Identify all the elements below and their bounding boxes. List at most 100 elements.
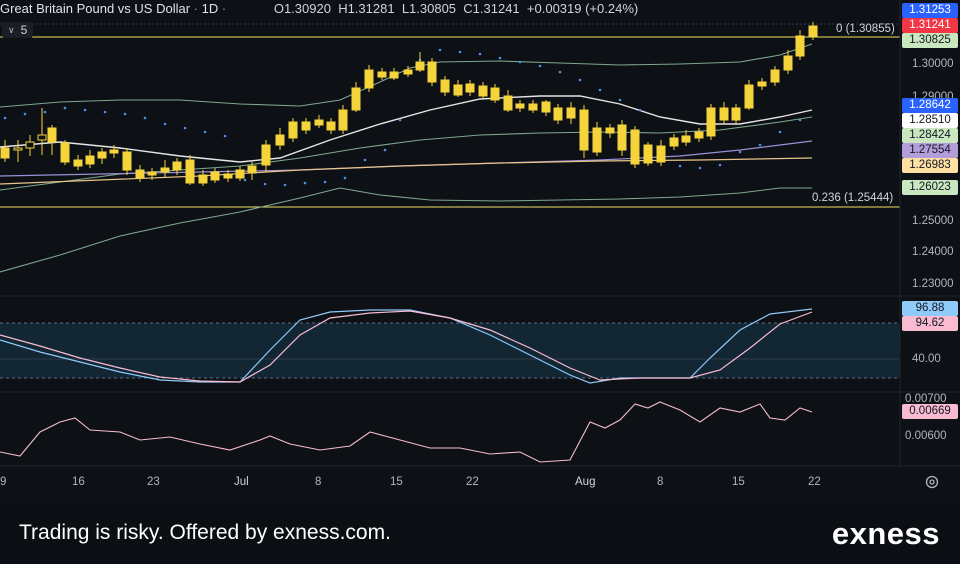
symbol-legend: Great Britain Pound vs US Dollar · 1D · … — [0, 1, 638, 17]
candle-bearish — [528, 103, 538, 111]
psar-dot — [398, 118, 402, 122]
candle-bearish — [415, 61, 425, 71]
psar-dot — [698, 166, 702, 170]
candle-bearish — [490, 87, 500, 101]
candle-bearish — [808, 25, 818, 37]
psar-dot — [718, 163, 722, 167]
time-axis-label: 9 — [0, 476, 7, 488]
candle-bearish — [122, 151, 132, 171]
price-chart-canvas[interactable] — [0, 0, 960, 497]
candle-bearish — [656, 145, 666, 163]
candle-bearish — [351, 87, 361, 111]
time-axis-label: 22 — [808, 476, 821, 488]
price-tag-ma-orange: 1.26983 — [902, 158, 958, 173]
candle-bearish — [643, 144, 653, 164]
psar-dot — [323, 180, 327, 184]
ma-long-line — [0, 187, 812, 273]
psar-dot — [83, 108, 87, 112]
psar-dot — [758, 143, 762, 147]
candle-bearish — [73, 159, 83, 167]
psar-dot — [123, 112, 127, 116]
candle-bearish — [0, 147, 10, 159]
legend-separator: · — [193, 1, 198, 16]
time-axis-label: 15 — [390, 476, 403, 488]
psar-dot — [738, 150, 742, 154]
candle-bearish — [617, 124, 627, 151]
bb-upper-line — [0, 43, 813, 108]
candle-bearish — [364, 69, 374, 89]
open-value: O1.30920 — [273, 1, 331, 16]
indicators-toggle-button[interactable]: ∨ 5 — [2, 22, 34, 38]
candle-bearish — [288, 121, 298, 139]
candle-bearish — [301, 121, 311, 131]
candle-bearish — [681, 135, 691, 143]
candle-bearish — [465, 83, 475, 93]
candle-bearish — [247, 165, 257, 174]
price-axis-label: 1.23000 — [912, 278, 954, 290]
price-axis-label: 1.25000 — [912, 215, 954, 227]
price-tag-ma-green-2: 1.28424 — [902, 128, 958, 143]
psar-dot — [578, 78, 582, 82]
atr-axis-label: 0.00600 — [905, 430, 947, 442]
candle-bearish — [783, 55, 793, 71]
candle-bearish — [261, 144, 271, 166]
psar-dot — [63, 106, 67, 110]
chart-area[interactable]: Great Britain Pound vs US Dollar · 1D · … — [0, 0, 960, 497]
price-tag-last-price: 1.31241 — [902, 18, 958, 33]
psar-dot — [558, 70, 562, 74]
candle-bearish — [427, 61, 437, 83]
change-value: +0.00319 (+0.24%) — [526, 1, 639, 16]
candle-bearish — [744, 84, 754, 109]
candle-bearish — [235, 169, 245, 179]
candle-bearish — [770, 69, 780, 83]
fib-level-0236-label: 0.236 (1.25444) — [812, 192, 894, 204]
atr-axis-label: 0.00700 — [905, 393, 947, 405]
psar-dot — [23, 112, 27, 116]
price-tag-bb-upper: 1.31253 — [902, 3, 958, 18]
stoch-d-line — [0, 310, 813, 383]
legend-separator-2: · — [221, 1, 227, 16]
stoch-k-tag: 96.88 — [902, 301, 958, 316]
psar-dot — [458, 50, 462, 54]
fib-level-0-label: 0 (1.30855) — [836, 23, 895, 35]
candle-bearish — [515, 103, 525, 109]
candle-bearish — [135, 169, 145, 179]
psar-dot — [798, 118, 802, 122]
candle-bearish — [630, 129, 640, 165]
candle-bearish — [503, 95, 513, 111]
psar-dot — [618, 98, 622, 102]
ma-purple-line — [0, 140, 813, 177]
interval-label[interactable]: 1D — [201, 1, 219, 16]
gear-icon[interactable] — [924, 474, 940, 490]
psar-dot — [103, 110, 107, 114]
psar-dot — [778, 130, 782, 134]
bb-basis-line — [0, 95, 813, 163]
candle-bearish — [605, 127, 615, 134]
price-tag-ma-green: 1.30825 — [902, 33, 958, 48]
stoch-d-tag: 94.62 — [902, 316, 958, 331]
price-tag-psar: 1.28642 — [902, 98, 958, 113]
candle-bearish — [694, 131, 704, 139]
psar-dot — [183, 126, 187, 130]
candle-bearish — [795, 35, 805, 57]
risk-disclaimer: Trading is risky. Offered by exness.com. — [19, 521, 391, 544]
close-value: C1.31241 — [463, 1, 520, 16]
symbol-name[interactable]: Great Britain Pound vs US Dollar — [0, 1, 191, 16]
candle-bearish — [160, 167, 170, 173]
time-axis-label: 23 — [147, 476, 160, 488]
psar-dot — [438, 48, 442, 52]
candle-bearish — [85, 155, 95, 165]
price-axis-label: 1.24000 — [912, 246, 954, 258]
psar-dot — [3, 116, 7, 120]
candle-bearish — [147, 171, 157, 176]
atr-line — [0, 401, 813, 463]
candle-bullish — [37, 134, 47, 141]
time-axis-label: 8 — [315, 476, 322, 488]
psar-dot — [303, 181, 307, 185]
psar-dot — [598, 88, 602, 92]
candle-bearish — [389, 71, 399, 79]
candle-bearish — [185, 159, 195, 184]
candle-bearish — [60, 142, 70, 163]
candle-bearish — [198, 174, 208, 184]
price-axis-label: 1.30000 — [912, 58, 954, 70]
